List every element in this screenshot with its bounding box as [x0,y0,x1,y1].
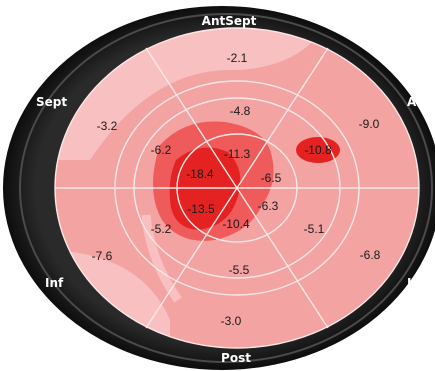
segment-value-mid-ant: -10.8 [304,143,332,157]
wall-label-bottom: Post [221,351,251,365]
wall-label-upper-left: Sept [36,95,67,109]
wall-label-upper-right: Ant [407,95,431,109]
segment-value-basal-antsept: -2.1 [227,51,248,65]
divider-upper-right [236,47,329,189]
segment-value-apical-lat: -6.3 [258,199,279,213]
segment-value-basal-lat: -6.8 [360,248,381,262]
wall-label-lower-right: Lat [407,276,429,290]
segment-grid [54,27,420,349]
segment-value-mid-sept: -6.2 [151,143,172,157]
divider-upper-left [145,47,238,189]
bezel-highlight-ring [19,13,433,363]
light-stripe [141,214,182,303]
wall-label-top: AntSept [202,14,257,28]
segment-value-mid-antsept: -4.8 [230,104,251,118]
segment-value-mid-inf: -5.2 [151,222,172,236]
segment-value-mid-post: -5.5 [229,263,250,277]
segment-value-apical-antsept: -11.3 [224,147,251,161]
wall-label-lower-left: Inf [45,276,64,290]
divider-lower-right [236,187,329,329]
divider-lower-left [145,187,238,329]
hot-spot-ant [296,137,340,163]
segment-value-basal-post: -3.0 [221,314,242,328]
segment-value-basal-sept: -3.2 [97,119,118,133]
segment-value-apical-ant: -6.5 [261,171,282,185]
segment-value-basal-inf: -7.6 [92,249,113,263]
segment-value-basal-ant: -9.0 [359,117,380,131]
segment-value-apical-inf: -13.5 [187,202,215,216]
segment-value-apical-sept: -18.4 [186,167,214,181]
segment-value-apical-post: -10.4 [222,217,250,231]
segment-value-mid-lat: -5.1 [304,222,325,236]
